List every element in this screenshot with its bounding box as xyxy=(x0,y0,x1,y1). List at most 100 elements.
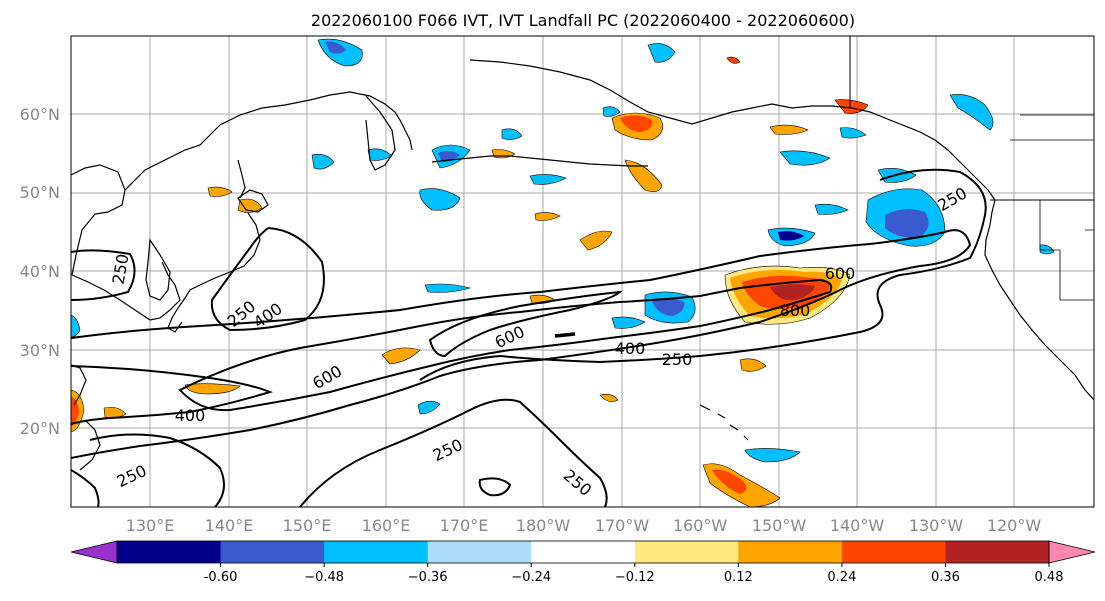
anomaly-patch xyxy=(207,186,233,197)
anomaly-patch xyxy=(534,212,561,221)
anomaly-patch xyxy=(501,128,523,140)
colorbar-bin xyxy=(634,541,739,563)
contour-line xyxy=(554,332,576,338)
anomaly-patch xyxy=(438,150,460,162)
map-frame xyxy=(70,35,1095,508)
colorbar-tick-label: 0.12 xyxy=(724,570,753,585)
contour-label: 600 xyxy=(825,264,856,283)
lon-label: 160°W xyxy=(673,516,728,535)
colorbar-outline xyxy=(116,540,1050,564)
negative-anomaly-patches xyxy=(71,38,1055,463)
anomaly-patch xyxy=(726,56,741,64)
anomaly-patch xyxy=(237,198,263,213)
sakhalin xyxy=(237,159,246,199)
contour-line xyxy=(428,290,624,358)
anomaly-patch xyxy=(417,400,441,415)
colorbar-bin xyxy=(841,541,946,563)
contour-line xyxy=(178,278,833,412)
anomaly-patch xyxy=(419,188,461,211)
contour-line xyxy=(71,469,100,507)
anomaly-patch xyxy=(529,174,567,185)
contour-line xyxy=(71,365,274,425)
colorbar-bin xyxy=(427,541,532,563)
siberia-coastline xyxy=(124,91,413,191)
north-america-coastline xyxy=(984,211,1094,401)
anomaly-patch xyxy=(311,154,335,170)
contour-label: 250 xyxy=(662,350,693,369)
anomaly-patch xyxy=(325,41,346,54)
japan-hokkaido xyxy=(237,189,269,213)
anomaly-patch xyxy=(769,124,809,135)
state-borders xyxy=(1010,114,1094,301)
anomaly-patch xyxy=(647,43,676,63)
anomaly-patch xyxy=(424,283,472,293)
lon-label: 170°E xyxy=(440,516,489,535)
anomaly-patch xyxy=(381,347,421,365)
map-title: 2022060100 F066 IVT, IVT Landfall PC (20… xyxy=(311,11,855,30)
colorbar-tick-label: −0.24 xyxy=(511,570,551,585)
colorbar-bin xyxy=(531,541,636,563)
positive-anomaly-patches xyxy=(71,56,869,507)
colorbar-extend-min xyxy=(70,540,118,564)
japan-honshu xyxy=(177,212,261,309)
colorbar-tick-label: −0.36 xyxy=(408,570,448,585)
colorbar-tick-label: -0.60 xyxy=(204,570,238,585)
colorbar-bin xyxy=(220,541,325,563)
colorbar: -0.60 −0.48 −0.36 −0.24 −0.12 0.12 0.24 0.36 0.4… xyxy=(70,540,1096,585)
hawaii-islands xyxy=(699,404,749,441)
anomaly-patch xyxy=(779,150,831,166)
anomaly-patch xyxy=(652,297,685,316)
contour-line xyxy=(478,477,512,497)
ivt-contours xyxy=(71,168,987,507)
korea-peninsula xyxy=(145,238,171,301)
anomaly-patch xyxy=(839,127,867,139)
lat-label: 40°N xyxy=(20,262,60,281)
anomaly-patch xyxy=(770,284,815,301)
contour-line xyxy=(299,398,608,507)
lat-label: 30°N xyxy=(20,341,60,360)
anomaly-patch xyxy=(1039,244,1055,255)
anomaly-patch xyxy=(885,209,929,238)
contour-label: 400 xyxy=(175,406,206,425)
anomaly-patch xyxy=(620,115,653,132)
anomaly-patch xyxy=(778,231,804,241)
graticule xyxy=(71,36,1094,507)
lon-label: 180°W xyxy=(516,516,571,535)
anomaly-patch xyxy=(71,396,79,426)
colorbar-bin xyxy=(324,541,429,563)
lon-label: 150°W xyxy=(752,516,807,535)
longitude-labels: 130°E 140°E 150°E 160°E 170°E 180°W 170°… xyxy=(126,516,1042,535)
colorbar-tick-label: 0.24 xyxy=(827,570,856,585)
lon-label: 170°W xyxy=(595,516,650,535)
anomaly-patch xyxy=(71,314,81,337)
asia-coastline xyxy=(71,164,126,276)
lon-label: 130°W xyxy=(909,516,964,535)
lon-label: 140°E xyxy=(205,516,254,535)
contour-line xyxy=(71,249,136,301)
anomaly-patch xyxy=(744,448,801,463)
lon-label: 130°E xyxy=(126,516,175,535)
aleutian-islands xyxy=(431,155,648,167)
lon-label: 140°W xyxy=(830,516,885,535)
contour-label: 800 xyxy=(780,301,811,320)
contour-label: 400 xyxy=(615,339,646,358)
anomaly-patch xyxy=(184,383,241,395)
lat-label: 60°N xyxy=(20,105,60,124)
anomaly-patch xyxy=(949,94,994,131)
contour-line xyxy=(419,168,987,381)
map-panel: 250 250 400 400 250 600 600 400 250 250 … xyxy=(70,35,1095,508)
contour-line xyxy=(210,227,325,332)
anomaly-patch xyxy=(599,393,619,402)
anomaly-patch xyxy=(814,203,849,215)
anomaly-patch xyxy=(712,469,747,494)
anomaly-patch xyxy=(602,106,621,117)
colorbar-bin xyxy=(945,541,1050,563)
colorbar-tick-label: −0.48 xyxy=(304,570,344,585)
coastlines xyxy=(71,36,1094,471)
lat-label: 50°N xyxy=(20,183,60,202)
lat-label: 20°N xyxy=(20,419,60,438)
colorbar-bin xyxy=(117,541,222,563)
colorbar-tick-label: −0.12 xyxy=(615,570,655,585)
lon-label: 120°W xyxy=(987,516,1042,535)
